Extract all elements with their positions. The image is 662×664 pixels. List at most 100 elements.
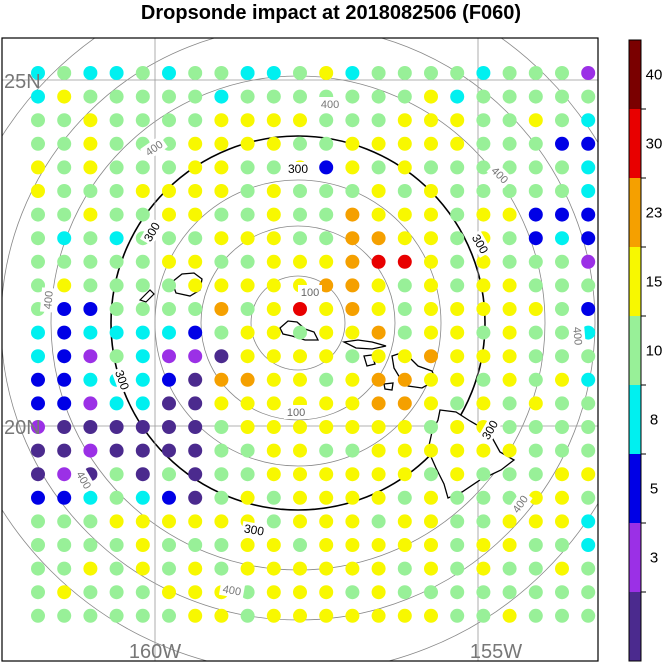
dropsonde-point <box>319 490 334 505</box>
dropsonde-point <box>109 396 124 411</box>
dropsonde-point <box>162 160 176 175</box>
dropsonde-point <box>345 113 360 128</box>
dropsonde-point <box>266 372 281 387</box>
dropsonde-point <box>528 160 543 175</box>
dropsonde-point <box>266 538 281 552</box>
dropsonde-point <box>424 160 438 175</box>
dropsonde-point <box>555 254 569 269</box>
dropsonde-point <box>581 514 596 529</box>
dropsonde-point <box>266 113 281 128</box>
dropsonde-point <box>371 561 386 576</box>
dropsonde-point <box>109 325 124 340</box>
dropsonde-point <box>555 184 569 198</box>
dropsonde-point <box>528 231 543 246</box>
colorbar-segment <box>629 247 641 316</box>
dropsonde-point <box>57 443 72 458</box>
dropsonde-point <box>319 207 334 222</box>
dropsonde-point <box>266 608 281 623</box>
dropsonde-point <box>397 443 412 458</box>
dropsonde-point <box>319 608 334 623</box>
dropsonde-point <box>214 561 229 576</box>
dropsonde-point <box>424 585 438 600</box>
dropsonde-point <box>345 302 360 316</box>
map-frame <box>1 37 599 662</box>
dropsonde-point <box>371 207 386 222</box>
dropsonde-point <box>450 349 465 364</box>
dropsonde-point <box>371 302 386 316</box>
dropsonde-point <box>345 396 360 411</box>
dropsonde-point <box>214 608 229 623</box>
dropsonde-point <box>371 278 386 293</box>
dropsonde-point <box>240 302 255 316</box>
dropsonde-point <box>31 231 45 246</box>
dropsonde-point <box>397 136 412 151</box>
dropsonde-point <box>135 585 150 600</box>
dropsonde-point <box>188 514 203 529</box>
dropsonde-point <box>345 184 360 198</box>
dropsonde-point <box>162 396 176 411</box>
dropsonde-point <box>266 561 281 576</box>
dropsonde-point <box>476 490 491 505</box>
range-ring-label: 400 <box>321 99 339 111</box>
colorbar-segment <box>629 316 641 385</box>
dropsonde-point <box>502 136 517 151</box>
dropsonde-point <box>83 66 98 80</box>
dropsonde-point <box>528 302 543 316</box>
dropsonde-point <box>424 278 438 293</box>
dropsonde-point <box>397 349 412 364</box>
colorbar-segment <box>629 40 641 109</box>
colorbar-tick-label: 10 <box>646 343 662 360</box>
dropsonde-point <box>371 490 386 505</box>
dropsonde-point <box>528 136 543 151</box>
dropsonde-point <box>424 396 438 411</box>
dropsonde-point <box>266 89 281 104</box>
dropsonde-point <box>293 325 307 340</box>
dropsonde-point <box>83 585 98 600</box>
dropsonde-point <box>57 490 72 505</box>
dropsonde-point <box>555 136 569 151</box>
dropsonde-point <box>135 372 150 387</box>
dropsonde-point <box>555 396 569 411</box>
dropsonde-point <box>345 608 360 623</box>
dropsonde-point <box>476 538 491 552</box>
dropsonde-point <box>214 231 229 246</box>
dropsonde-point <box>397 608 412 623</box>
dropsonde-point <box>109 467 124 482</box>
dropsonde-point <box>371 231 386 246</box>
dropsonde-point <box>31 136 45 151</box>
dropsonde-point <box>397 160 412 175</box>
dropsonde-point <box>397 302 412 316</box>
dropsonde-point <box>135 184 150 198</box>
dropsonde-point <box>555 89 569 104</box>
range-ring-label: 100 <box>287 407 305 419</box>
dropsonde-point <box>188 561 203 576</box>
dropsonde-point <box>240 372 255 387</box>
dropsonde-point <box>528 561 543 576</box>
dropsonde-point <box>555 585 569 600</box>
dropsonde-point <box>555 443 569 458</box>
dropsonde-point <box>214 184 229 198</box>
dropsonde-point <box>240 396 255 411</box>
dropsonde-point <box>135 66 150 80</box>
dropsonde-point <box>135 113 150 128</box>
dropsonde-point <box>424 490 438 505</box>
dropsonde-point <box>214 443 229 458</box>
dropsonde-point <box>397 372 412 387</box>
dropsonde-point <box>240 467 255 482</box>
dropsonde-point <box>581 66 596 80</box>
dropsonde-point <box>476 160 491 175</box>
dropsonde-point <box>109 231 124 246</box>
dropsonde-point <box>83 372 98 387</box>
dropsonde-point <box>555 514 569 529</box>
dropsonde-point <box>214 278 229 293</box>
dropsonde-point <box>345 349 360 364</box>
dropsonde-point <box>135 207 150 222</box>
dropsonde-point <box>450 207 465 222</box>
dropsonde-point <box>319 467 334 482</box>
dropsonde-point <box>293 302 307 316</box>
dropsonde-point <box>240 538 255 552</box>
dropsonde-point <box>397 89 412 104</box>
dropsonde-point <box>214 136 229 151</box>
dropsonde-point <box>319 254 334 269</box>
dropsonde-point <box>31 66 45 80</box>
